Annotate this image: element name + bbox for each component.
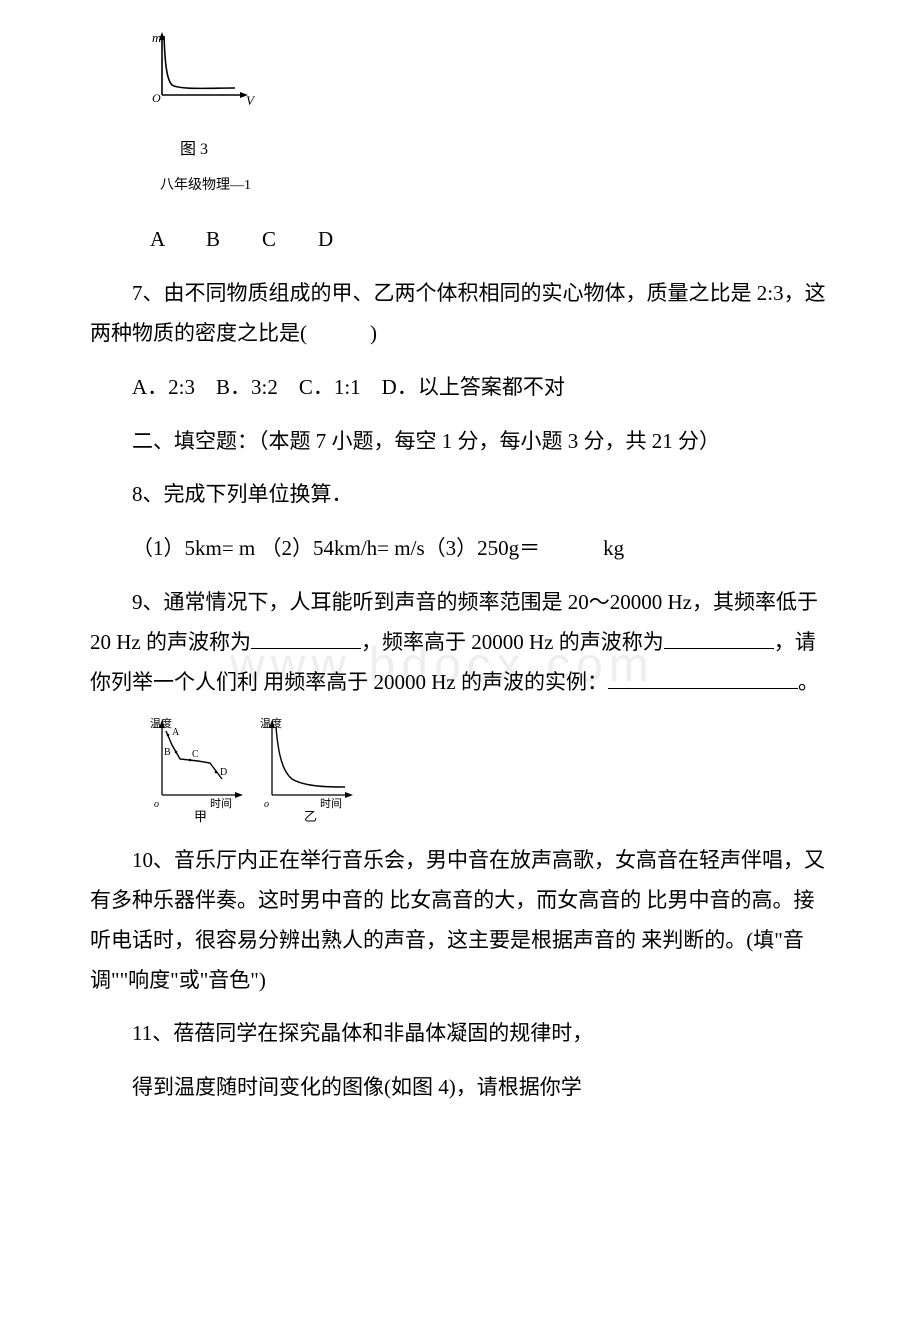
blank-1 (251, 628, 361, 649)
svg-text:o: o (264, 799, 269, 810)
figure-3-svg: m O V (150, 30, 260, 110)
question-8-sub: （1）5km= m （2）54km/h= m/s（3）250g＝ kg (90, 529, 830, 569)
question-8: 8、完成下列单位换算． (90, 475, 830, 515)
svg-text:乙: 乙 (304, 809, 317, 824)
svg-text:C: C (192, 749, 199, 760)
question-7-options: A．2:3 B．3:2 C．1:1 D．以上答案都不对 (90, 368, 830, 408)
blank-2 (664, 628, 774, 649)
svg-text:D: D (220, 767, 227, 778)
q9-part-b: ，频率高于 20000 Hz 的声波称为 (361, 630, 664, 654)
svg-text:时间: 时间 (210, 797, 232, 810)
q7-text: 7、由不同物质组成的甲、乙两个体积相同的实心物体，质量之比是 2:3，这两种物质… (90, 281, 826, 345)
question-7: 7、由不同物质组成的甲、乙两个体积相同的实心物体，质量之比是 2:3，这两种物质… (90, 274, 830, 354)
options-abcd: A B C D (150, 220, 830, 260)
section-2-header: 二、填空题：（本题 7 小题，每空 1 分，每小题 3 分，共 21 分） (90, 422, 830, 462)
svg-text:温度: 温度 (150, 717, 172, 730)
q9-end: 。 (798, 670, 819, 694)
fig3-x-label: V (246, 93, 256, 108)
question-11-b: 得到温度随时间变化的图像(如图 4)，请根据你学 (90, 1068, 830, 1108)
svg-text:A: A (172, 727, 180, 738)
svg-text:甲: 甲 (194, 809, 207, 824)
page-content: m O V 图 3 八年级物理—1 A B C D 7、由不同物质组成的甲、乙两… (90, 30, 830, 1108)
fig3-origin-label: O (152, 91, 161, 105)
svg-text:时间: 时间 (320, 797, 342, 810)
question-11-a: 11、蓓蓓同学在探究晶体和非晶体凝固的规律时， (90, 1014, 830, 1054)
figure-3-subcaption: 八年级物理—1 (160, 173, 830, 200)
figure-3: m O V 图 3 八年级物理—1 (150, 30, 830, 200)
svg-text:o: o (154, 799, 159, 810)
blank-3 (608, 668, 798, 689)
svg-text:温度: 温度 (260, 717, 282, 730)
question-10: 10、音乐厅内正在举行音乐会，男中音在放声高歌，女高音在轻声伴唱，又有多种乐器伴… (90, 841, 830, 1001)
figure-3-caption: 图 3 (180, 135, 830, 165)
figure-4: A B C D 温度 o 时间 甲 温度 o 时间 (150, 717, 830, 827)
fig3-y-label: m (152, 30, 161, 45)
question-9: 9、通常情况下，人耳能听到声音的频率范围是 20～20000 Hz，其频率低于 … (90, 583, 830, 703)
figure-4-svg: A B C D 温度 o 时间 甲 温度 o 时间 (150, 717, 360, 827)
svg-text:B: B (164, 747, 171, 758)
